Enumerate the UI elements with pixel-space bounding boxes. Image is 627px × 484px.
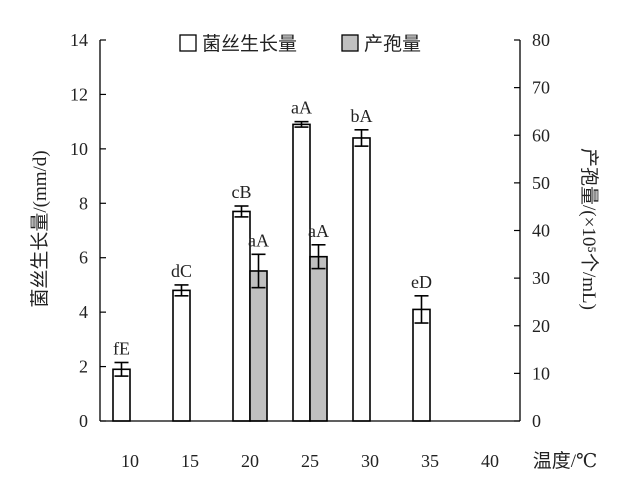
right-y-tick-label: 0 (532, 411, 541, 431)
legend-swatch-mycelium (179, 34, 197, 52)
bar-mycelium-growth (292, 123, 311, 422)
ticks-layer: 0 2 4 6 8 10 12 14 0 10 20 30 40 50 60 70 80 10 15 20 25 30 35… (70, 30, 550, 471)
left-y-tick-label: 4 (79, 302, 88, 322)
right-y-axis-label: 产孢量/(×10⁵个/mL) (578, 148, 600, 310)
left-y-tick-label: 14 (70, 30, 88, 50)
bar-sporulation (249, 270, 268, 422)
x-tick-label: 40 (481, 451, 499, 471)
left-y-tick-label: 8 (79, 193, 88, 213)
right-y-tick-label: 10 (532, 363, 550, 383)
x-tick-label: 10 (121, 451, 139, 471)
right-y-tick-label: 50 (532, 173, 550, 193)
significance-label: dC (171, 261, 192, 281)
right-y-tick-label: 20 (532, 316, 550, 336)
x-tick-label: 25 (301, 451, 319, 471)
significance-label: aA (291, 98, 312, 118)
bar-sporulation (309, 255, 328, 422)
left-y-tick-label: 0 (79, 411, 88, 431)
x-axis-label: 温度/℃ (533, 450, 598, 472)
x-tick-label: 35 (421, 451, 439, 471)
bar-mycelium-growth (172, 289, 191, 422)
left-y-tick-label: 6 (79, 248, 88, 268)
right-y-tick-label: 70 (532, 78, 550, 98)
left-y-axis-label: 菌丝生长量/(mm/d) (29, 150, 51, 307)
bar-mycelium-growth (412, 308, 431, 422)
significance-label: eD (411, 272, 432, 292)
right-y-tick-label: 30 (532, 268, 550, 288)
legend-label-sporulation: 产孢量 (364, 33, 421, 55)
x-tick-label: 30 (361, 451, 379, 471)
left-y-tick-label: 2 (79, 357, 88, 377)
left-y-tick-label: 12 (70, 84, 88, 104)
x-tick-label: 15 (181, 451, 199, 471)
significance-label: cB (232, 182, 252, 202)
significance-label: fE (113, 338, 130, 358)
right-y-tick-label: 60 (532, 125, 550, 145)
legend-swatch-sporulation (341, 34, 359, 52)
legend: 菌丝生长量 产孢量 (179, 33, 421, 55)
x-tick-label: 20 (241, 451, 259, 471)
bar-mycelium-growth (112, 368, 131, 422)
significance-label: aA (308, 221, 329, 241)
right-y-tick-label: 40 (532, 221, 550, 241)
bar-mycelium-growth (352, 137, 371, 422)
right-y-tick-label: 80 (532, 30, 550, 50)
significance-label: bA (351, 106, 373, 126)
left-y-tick-label: 10 (70, 139, 88, 159)
legend-label-mycelium: 菌丝生长量 (202, 33, 297, 55)
bars-layer: fE dC cB aA bA eD aA aA (112, 98, 432, 422)
significance-label: aA (248, 230, 269, 250)
